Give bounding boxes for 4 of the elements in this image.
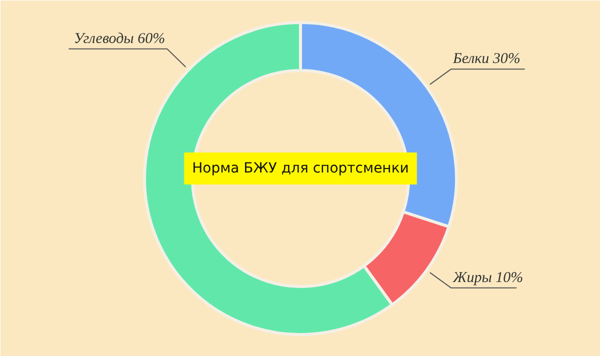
slice-label: Жиры 10% [452,270,524,286]
slice-label: Белки 30% [452,51,520,68]
text: Норма БЖУ для спортсменки [192,160,409,176]
slice-label: Углеводы 60% [74,30,166,47]
